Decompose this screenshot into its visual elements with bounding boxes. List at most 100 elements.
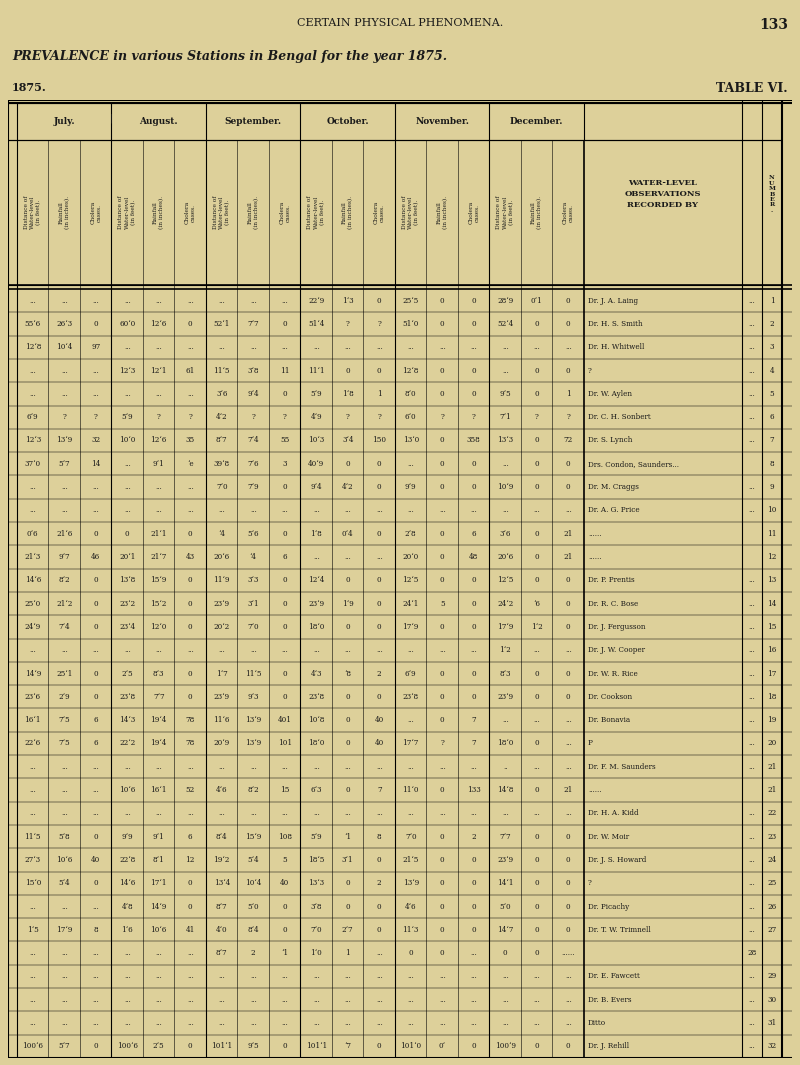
Text: ...: ... — [749, 297, 755, 305]
Text: 11‘5: 11‘5 — [245, 670, 262, 677]
Text: 0: 0 — [471, 320, 476, 328]
Text: ...: ... — [313, 809, 320, 817]
Text: 28‘9: 28‘9 — [497, 297, 514, 305]
Text: 23‘9: 23‘9 — [214, 600, 230, 608]
Text: 60‘0: 60‘0 — [119, 320, 135, 328]
Text: 18‘0: 18‘0 — [308, 623, 325, 630]
Text: Cholera
cases.: Cholera cases. — [468, 201, 479, 224]
Text: 78: 78 — [186, 716, 195, 724]
Text: 4‘0: 4‘0 — [216, 925, 227, 934]
Text: 23: 23 — [767, 833, 777, 840]
Text: Dr. R. C. Bose: Dr. R. C. Bose — [588, 600, 638, 608]
Text: Dr. Picachy: Dr. Picachy — [588, 902, 630, 911]
Text: ...: ... — [470, 809, 477, 817]
Text: ...: ... — [155, 809, 162, 817]
Text: ...: ... — [439, 972, 446, 981]
Text: 0: 0 — [377, 484, 382, 491]
Text: 11: 11 — [280, 366, 290, 375]
Text: 14‘3: 14‘3 — [119, 716, 135, 724]
Text: Dr. J. Rehill: Dr. J. Rehill — [588, 1043, 629, 1050]
Text: 40: 40 — [91, 856, 100, 864]
Text: ...: ... — [470, 1019, 477, 1027]
Text: 23‘9: 23‘9 — [497, 693, 514, 701]
Text: ...: ... — [534, 716, 540, 724]
Text: Dr. J. A. Laing: Dr. J. A. Laing — [588, 297, 638, 305]
Text: ...: ... — [534, 809, 540, 817]
Text: 17‘9: 17‘9 — [56, 925, 73, 934]
Text: Drs. Condon, Saunders...: Drs. Condon, Saunders... — [588, 460, 679, 468]
Text: ...: ... — [61, 902, 68, 911]
Text: ...: ... — [61, 996, 68, 1003]
Text: 0: 0 — [566, 484, 570, 491]
Text: Dr. B. Evers: Dr. B. Evers — [588, 996, 631, 1003]
Text: 7‘7: 7‘7 — [247, 320, 259, 328]
Text: 29: 29 — [767, 972, 777, 981]
Text: 0: 0 — [440, 576, 445, 585]
Text: ...: ... — [749, 646, 755, 654]
Text: Cholera
cases.: Cholera cases. — [562, 201, 574, 224]
Text: Dr. J. Fergusson: Dr. J. Fergusson — [588, 623, 646, 630]
Text: ...: ... — [218, 763, 225, 771]
Text: ......: ...... — [588, 529, 602, 538]
Text: Rainfall
(in inches).: Rainfall (in inches). — [153, 196, 165, 229]
Text: 1875.: 1875. — [12, 82, 46, 93]
Text: Rainfall
(in inches).: Rainfall (in inches). — [58, 196, 70, 229]
Text: ...: ... — [344, 763, 351, 771]
Text: Rainfall
(in inches).: Rainfall (in inches). — [247, 196, 259, 229]
Text: ...: ... — [61, 646, 68, 654]
Text: 15: 15 — [280, 786, 290, 794]
Text: ...: ... — [749, 320, 755, 328]
Text: 15‘9: 15‘9 — [245, 833, 262, 840]
Text: 0: 0 — [566, 856, 570, 864]
Text: 14: 14 — [767, 600, 777, 608]
Text: 22: 22 — [767, 809, 777, 817]
Text: 1: 1 — [377, 390, 382, 398]
Text: 20‘6: 20‘6 — [497, 553, 514, 561]
Text: 7‘0: 7‘0 — [216, 484, 227, 491]
Text: 14‘8: 14‘8 — [497, 786, 514, 794]
Text: ...: ... — [155, 763, 162, 771]
Text: ...: ... — [376, 972, 382, 981]
Text: 0: 0 — [440, 297, 445, 305]
Text: 0: 0 — [566, 320, 570, 328]
Text: 4‘6: 4‘6 — [216, 786, 227, 794]
Text: 7‘7: 7‘7 — [153, 693, 165, 701]
Text: 13‘8: 13‘8 — [119, 576, 135, 585]
Text: 2: 2 — [251, 949, 255, 957]
Text: 0: 0 — [188, 320, 193, 328]
Text: 0: 0 — [566, 366, 570, 375]
Text: 31: 31 — [767, 1019, 777, 1027]
Text: Dr. H. S. Smith: Dr. H. S. Smith — [588, 320, 642, 328]
Text: 8‘4: 8‘4 — [216, 833, 227, 840]
Text: ...: ... — [282, 1019, 288, 1027]
Text: 1‘6: 1‘6 — [122, 925, 133, 934]
Text: ...: ... — [749, 366, 755, 375]
Text: ...: ... — [124, 506, 130, 514]
Text: ...: ... — [92, 786, 99, 794]
Text: ...: ... — [30, 1019, 36, 1027]
Text: 12‘8: 12‘8 — [25, 343, 41, 351]
Text: 0: 0 — [282, 529, 287, 538]
Text: 0: 0 — [534, 529, 539, 538]
Text: 10: 10 — [767, 506, 777, 514]
Text: ...: ... — [61, 390, 68, 398]
Text: 0: 0 — [471, 576, 476, 585]
Text: Dr. S. Lynch: Dr. S. Lynch — [588, 437, 632, 444]
Text: 23‘6: 23‘6 — [25, 693, 41, 701]
Text: 9‘9: 9‘9 — [405, 484, 417, 491]
Text: 5‘9: 5‘9 — [310, 833, 322, 840]
Text: 26: 26 — [767, 902, 777, 911]
Text: ...: ... — [218, 343, 225, 351]
Text: 100‘9: 100‘9 — [494, 1043, 516, 1050]
Text: ?: ? — [566, 413, 570, 421]
Text: 7: 7 — [471, 739, 476, 748]
Text: ...: ... — [218, 1019, 225, 1027]
Text: 0: 0 — [566, 902, 570, 911]
Text: ...: ... — [282, 996, 288, 1003]
Text: 0: 0 — [282, 600, 287, 608]
Text: ...: ... — [502, 343, 509, 351]
Text: ...: ... — [250, 972, 257, 981]
Text: ...: ... — [218, 297, 225, 305]
Text: 10‘4: 10‘4 — [245, 880, 262, 887]
Text: 5‘7: 5‘7 — [58, 1043, 70, 1050]
